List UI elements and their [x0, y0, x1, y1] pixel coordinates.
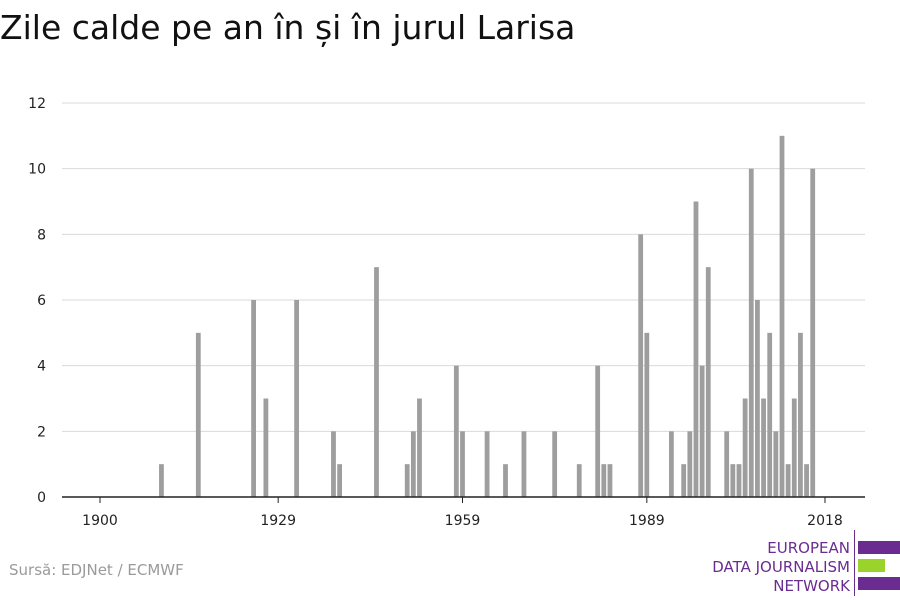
bar [521, 431, 527, 497]
bars [159, 135, 816, 498]
bar [195, 332, 201, 497]
logo-line-2: DATA JOURNALISM [712, 558, 850, 576]
bar [404, 464, 410, 497]
bar [337, 464, 343, 497]
bar [687, 431, 693, 497]
bar [638, 234, 644, 498]
y-tick-label: 8 [37, 227, 46, 243]
logo-bar-purple-bottom [858, 577, 900, 590]
bar [410, 431, 416, 497]
bar [159, 464, 164, 497]
bar [736, 464, 742, 497]
bar [761, 398, 766, 497]
bar [595, 365, 601, 497]
bar [742, 398, 748, 497]
bar [755, 300, 760, 497]
bar [693, 201, 699, 497]
edjnet-logo: EUROPEAN DATA JOURNALISM NETWORK [700, 530, 900, 596]
bar [294, 300, 300, 497]
bar [453, 365, 459, 497]
bar [601, 464, 607, 497]
logo-bar-green [858, 559, 885, 572]
bar [791, 398, 797, 497]
bar [767, 332, 773, 497]
logo-line-3: NETWORK [773, 577, 850, 595]
bar [607, 464, 613, 497]
bar [804, 464, 809, 497]
bar [798, 332, 803, 497]
y-tick-label: 12 [28, 96, 46, 112]
bar [785, 464, 791, 497]
x-tick-label: 1989 [629, 513, 665, 529]
y-tick-label: 0 [37, 490, 46, 506]
bar [681, 464, 687, 497]
bar [460, 431, 465, 497]
bar [417, 398, 422, 497]
bar [724, 431, 730, 497]
bar [730, 464, 736, 497]
bar [779, 135, 785, 498]
bar [669, 431, 674, 497]
x-tick-label: 1900 [82, 513, 118, 529]
bar [484, 431, 490, 497]
bar [251, 300, 256, 497]
x-tick-label: 1959 [445, 513, 481, 529]
bar [644, 332, 650, 497]
bar [331, 431, 336, 497]
y-tick-label: 4 [37, 359, 46, 375]
gridlines [62, 102, 865, 432]
axes: 0 2 4 6 8 10 12 1900 1929 1959 1989 2018 [28, 96, 865, 529]
y-tick-label: 6 [37, 293, 46, 309]
y-tick-label: 2 [37, 424, 46, 440]
logo-divider [854, 530, 855, 596]
bar [263, 398, 269, 497]
bar [699, 365, 705, 497]
bar [374, 267, 379, 497]
bar [503, 464, 508, 497]
bar [552, 431, 558, 497]
chart-title: Zile calde pe an în și în jurul Larisa [0, 8, 576, 47]
logo-bar-purple-top [858, 541, 900, 554]
logo-line-1: EUROPEAN [767, 539, 850, 557]
x-tick-label: 2018 [807, 513, 843, 529]
bar [773, 431, 779, 497]
bar [576, 464, 582, 497]
bar [705, 267, 711, 497]
source-note: Sursă: EDJNet / ECMWF [9, 561, 184, 579]
x-tick-label: 1929 [260, 513, 296, 529]
bar [748, 168, 754, 497]
bar [810, 168, 816, 497]
y-tick-label: 10 [28, 162, 46, 178]
